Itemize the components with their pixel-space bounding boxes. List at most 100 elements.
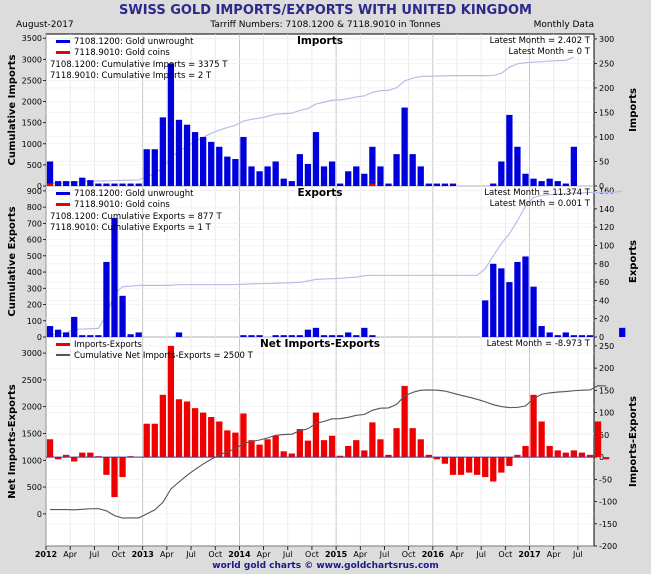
- net-right-tick-label: -50: [599, 475, 612, 484]
- exports-bar: [361, 327, 368, 337]
- net-bar: [151, 423, 158, 458]
- exports-bar: [135, 332, 142, 337]
- imports-bar: [538, 181, 545, 186]
- exports-bar: [570, 335, 577, 337]
- imports-left-tick-label: 0: [37, 182, 42, 191]
- imports-bar: [417, 166, 424, 186]
- imports-bar: [248, 166, 255, 186]
- imports-bar: [111, 183, 118, 186]
- imports-left-axis-label: Cumulative Imports: [7, 54, 18, 165]
- imports-left-tick-label: 1000: [22, 140, 42, 149]
- net-panel-title: Net Imports-Exports: [260, 338, 380, 350]
- imports-left-tick-label: 3500: [22, 34, 42, 43]
- imports-bar: [393, 154, 400, 186]
- net-bar: [433, 457, 440, 460]
- exports-bar: [103, 261, 110, 337]
- frequency-label: Monthly Data: [533, 20, 594, 30]
- exports-bar: [79, 335, 86, 337]
- net-bar: [474, 457, 481, 475]
- imports-right-tick-label: 50: [599, 157, 609, 166]
- imports-bar: [175, 119, 183, 186]
- net-right-tick-label: 250: [599, 342, 614, 351]
- imports-panel-title: Imports: [297, 35, 343, 47]
- net-left-tick-label: 1000: [22, 456, 42, 465]
- net-bar: [417, 439, 424, 458]
- imports-cumulative-2: 7118.9010: Cumulative Imports = 2 T: [50, 71, 212, 81]
- net-bar: [240, 413, 247, 458]
- net-bar: [345, 445, 352, 458]
- net-right-tick-label: 100: [599, 409, 614, 418]
- imports-left-tick-label: 2000: [22, 98, 42, 107]
- net-bar: [594, 421, 602, 458]
- imports-bar: [328, 161, 336, 186]
- net-bar: [530, 394, 537, 458]
- exports-bar: [578, 335, 586, 337]
- imports-bar: [554, 181, 561, 186]
- imports-legend-1-swatch: [56, 40, 70, 43]
- exports-legend-2-swatch: [56, 203, 70, 206]
- net-cumulative-line: [50, 385, 607, 519]
- net-bar: [63, 454, 70, 458]
- report-date: August-2017: [16, 20, 74, 30]
- exports-bar: [256, 335, 263, 337]
- exports-left-tick-label: 700: [27, 219, 42, 228]
- imports-left-tick-label: 2500: [22, 76, 42, 85]
- exports-cumulative-1: 7108.1200: Cumulative Exports = 877 T: [50, 212, 222, 222]
- exports-bar: [320, 335, 328, 337]
- imports-bar: [546, 178, 553, 186]
- net-bar: [183, 401, 191, 458]
- net-left-tick-label: 3000: [22, 349, 42, 358]
- net-legend-1-swatch: [56, 343, 70, 346]
- net-bar: [385, 454, 392, 458]
- net-bar: [216, 421, 223, 458]
- net-right-tick-label: 150: [599, 386, 614, 395]
- imports-coin-bar: [46, 183, 54, 186]
- net-bar: [167, 345, 175, 458]
- net-bar: [175, 399, 183, 458]
- net-bar: [304, 440, 312, 458]
- imports-bar: [377, 166, 384, 186]
- net-bar: [328, 435, 336, 458]
- imports-bar: [361, 173, 368, 186]
- net-bar: [256, 444, 263, 458]
- x-tick-label: Oct: [498, 550, 512, 559]
- imports-bar: [490, 183, 497, 186]
- imports-bar: [570, 146, 577, 186]
- x-tick-label: Oct: [402, 550, 416, 559]
- net-legend-2: Cumulative Net Imports-Exports = 2500 T: [74, 351, 254, 361]
- imports-coin-bar: [369, 183, 376, 186]
- imports-bar: [143, 149, 150, 186]
- net-right-tick-label: -200: [599, 542, 617, 551]
- x-tick-label: Jul: [379, 550, 390, 559]
- imports-bar: [216, 146, 223, 186]
- net-bar: [288, 453, 295, 458]
- imports-bar: [256, 171, 263, 186]
- net-bar: [457, 457, 465, 475]
- net-bar: [369, 422, 376, 458]
- net-bar: [200, 412, 207, 458]
- exports-left-tick-label: 600: [27, 236, 42, 245]
- imports-bar: [498, 161, 505, 186]
- net-left-axis-label: Net Imports-Exports: [7, 384, 18, 498]
- net-plot-area: [45, 336, 595, 547]
- net-bar: [320, 440, 328, 458]
- net-bar: [465, 457, 473, 473]
- exports-right-axis-label: Exports: [628, 240, 639, 283]
- net-right-tick-label: 50: [599, 431, 609, 440]
- net-bar: [409, 428, 416, 458]
- exports-cumulative-line: [49, 190, 623, 336]
- exports-bar: [280, 335, 287, 337]
- x-tick-label: 2013: [132, 550, 154, 559]
- net-bar: [54, 457, 62, 460]
- exports-bar: [619, 327, 626, 337]
- net-left-tick-label: 2000: [22, 403, 42, 412]
- exports-bar: [369, 335, 376, 337]
- net-bar: [425, 454, 432, 458]
- exports-bar: [71, 316, 78, 337]
- x-tick-label: Apr: [63, 550, 78, 559]
- imports-bar: [127, 183, 134, 186]
- exports-bar: [312, 327, 320, 337]
- imports-left-tick-label: 500: [27, 161, 42, 170]
- imports-bar: [522, 173, 529, 186]
- imports-bar: [401, 107, 408, 186]
